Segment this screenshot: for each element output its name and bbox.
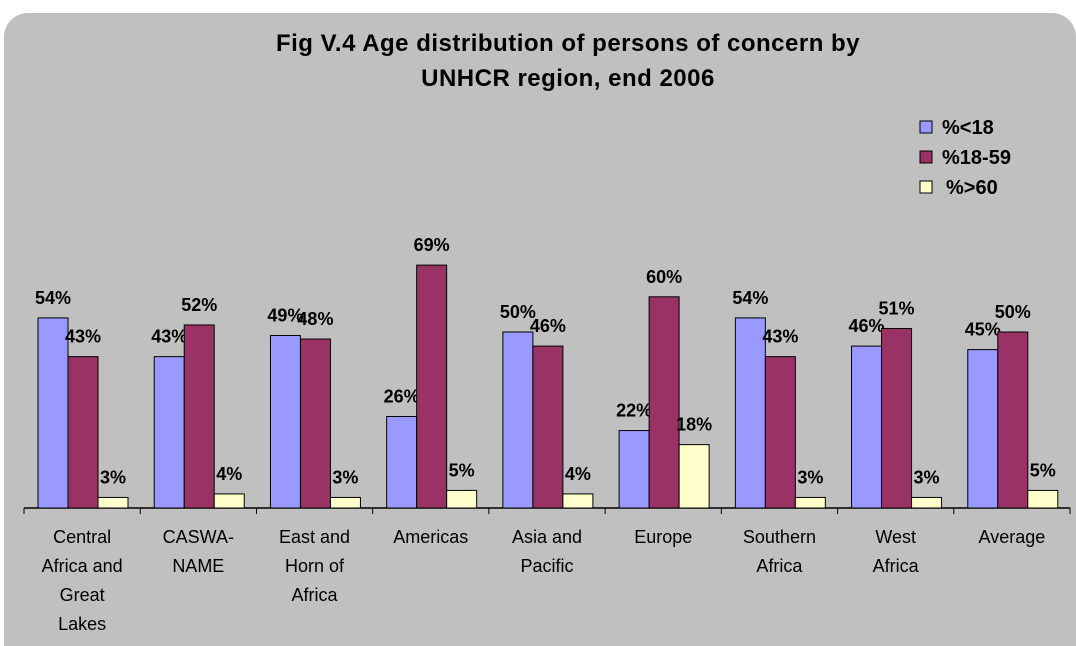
data-label: 60% [646,267,682,287]
data-label: 4% [216,464,242,484]
data-label: 3% [100,467,126,487]
data-label: 50% [500,302,536,322]
chart-title-line-1: Fig V.4 Age distribution of persons of c… [276,30,860,57]
bar-under-18 [386,415,418,509]
data-label: 48% [297,309,333,329]
bar-over-60 [794,496,826,509]
data-label: 43% [151,327,187,347]
data-label: 51% [879,298,915,318]
data-label: 49% [267,306,303,326]
bar-18-59 [532,345,564,509]
x-tick-label: Southern [743,527,816,547]
x-tick-label: Africa and [42,556,123,576]
bar-under-18 [967,349,999,509]
bar-18-59 [764,356,796,509]
x-tick-label: Africa [292,585,339,605]
bar-over-60 [213,493,245,509]
data-label: 46% [849,316,885,336]
legend-label: %18-59 [942,147,1011,169]
data-label: 22% [616,401,652,421]
legend: %<18 %18-59 %>60 [919,117,1011,199]
bar-18-59 [299,338,331,509]
legend-label: %<18 [942,117,994,139]
bar-18-59 [183,324,215,509]
bar-under-18 [734,317,766,509]
bar-over-60 [97,496,129,509]
x-tick-label: Europe [634,527,692,547]
bar-18-59 [416,264,448,509]
data-label: 46% [530,316,566,336]
data-label: 5% [1030,460,1056,480]
data-label: 45% [965,320,1001,340]
bar-under-18 [851,345,883,509]
data-label: 26% [384,386,420,406]
bar-over-60 [678,444,710,509]
data-label: 5% [449,460,475,480]
bar-over-60 [1027,489,1059,509]
x-tick-label: East and [279,527,350,547]
bar-over-60 [911,496,943,509]
data-label: 43% [762,327,798,347]
bar-under-18 [153,356,185,509]
x-tick-label: Americas [393,527,468,547]
bar-over-60 [562,493,594,509]
x-tick-label: CASWA- [163,527,234,547]
x-tick-label: Great [60,585,105,605]
data-label: 54% [35,288,71,308]
legend-label: %>60 [946,177,998,199]
x-tick-label: NAME [172,556,224,576]
data-label: 4% [565,464,591,484]
bar-under-18 [502,331,534,509]
bar-over-60 [446,489,478,509]
bar-under-18 [618,430,650,509]
x-tick-label: Central [53,527,111,547]
plot-area: 54% 43% 3% Central Africa and Great Lakes 43% 52… [23,235,1071,634]
x-tick-label: Africa [756,556,803,576]
legend-swatch [919,150,933,164]
data-label: 3% [914,467,940,487]
x-tick-label: Africa [873,556,920,576]
x-tick-label: West [875,527,916,547]
data-label: 3% [332,467,358,487]
legend-swatch [919,120,933,134]
data-label: 50% [995,302,1031,322]
x-tick-label: Lakes [58,614,106,634]
data-label: 3% [797,467,823,487]
x-tick-label: Horn of [285,556,345,576]
bar-under-18 [269,335,301,509]
data-label: 54% [732,288,768,308]
data-label: 43% [65,327,101,347]
bar-18-59 [881,327,913,509]
chart-title-line-2: UNHCR region, end 2006 [421,65,715,92]
bar-under-18 [37,317,69,509]
bar-over-60 [329,496,361,509]
bar-18-59 [67,356,99,509]
bar-18-59 [648,296,680,509]
data-label: 52% [181,295,217,315]
data-label: 18% [676,415,712,435]
bar-18-59 [997,331,1029,509]
data-label: 69% [414,235,450,255]
x-tick-label: Average [979,527,1046,547]
legend-swatch [919,180,933,194]
x-tick-label: Pacific [520,556,573,576]
x-tick-label: Asia and [512,527,582,547]
